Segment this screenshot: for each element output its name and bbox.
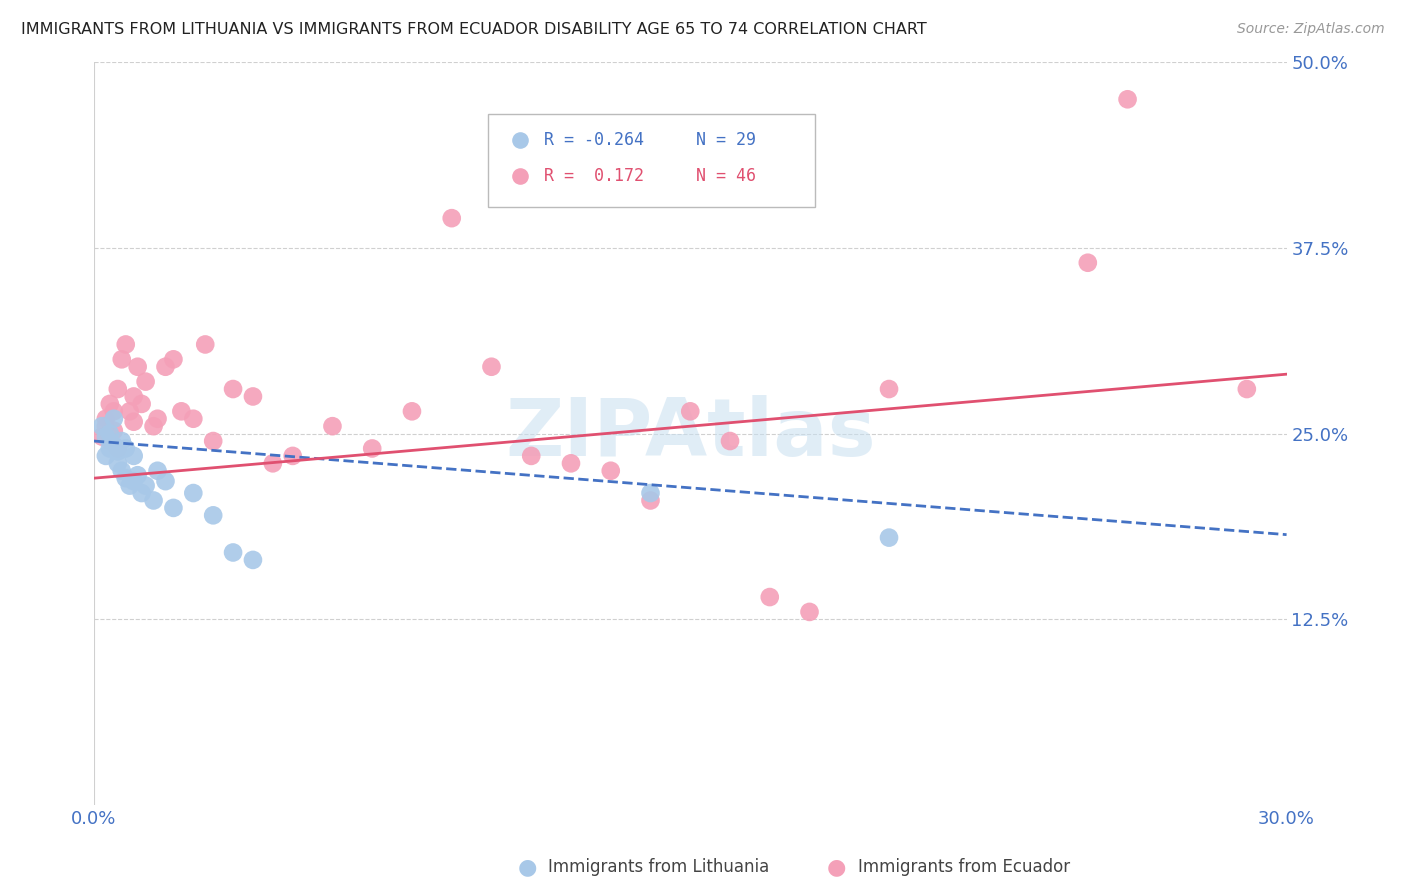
Point bbox=[103, 404, 125, 418]
Text: ZIPAtlas: ZIPAtlas bbox=[505, 394, 876, 473]
Point bbox=[799, 605, 821, 619]
Point bbox=[877, 531, 900, 545]
Point bbox=[155, 359, 177, 374]
Point bbox=[111, 464, 134, 478]
Point bbox=[1077, 256, 1099, 270]
Text: Immigrants from Lithuania: Immigrants from Lithuania bbox=[548, 858, 769, 876]
Point bbox=[281, 449, 304, 463]
Text: R =  0.172: R = 0.172 bbox=[544, 167, 644, 185]
Text: R = -0.264: R = -0.264 bbox=[544, 131, 644, 149]
Point bbox=[155, 474, 177, 488]
Point bbox=[103, 411, 125, 425]
Point bbox=[242, 389, 264, 403]
Text: ●: ● bbox=[827, 857, 846, 877]
Text: Immigrants from Ecuador: Immigrants from Ecuador bbox=[858, 858, 1070, 876]
Point bbox=[94, 429, 117, 443]
Point bbox=[114, 442, 136, 456]
Point bbox=[98, 442, 121, 456]
Point bbox=[98, 434, 121, 448]
Point bbox=[170, 404, 193, 418]
Point bbox=[162, 352, 184, 367]
Point bbox=[94, 411, 117, 425]
Point bbox=[560, 456, 582, 470]
Point bbox=[718, 434, 741, 448]
Point bbox=[127, 468, 149, 483]
Point bbox=[599, 464, 621, 478]
Point bbox=[122, 474, 145, 488]
Point bbox=[242, 553, 264, 567]
Point bbox=[877, 382, 900, 396]
Point bbox=[90, 429, 112, 443]
Text: ●: ● bbox=[517, 857, 537, 877]
Point bbox=[107, 456, 129, 470]
Point bbox=[122, 449, 145, 463]
Point bbox=[94, 419, 117, 434]
Point bbox=[142, 419, 165, 434]
Point bbox=[262, 456, 284, 470]
Point bbox=[181, 486, 204, 500]
Point bbox=[107, 442, 129, 456]
Point bbox=[114, 471, 136, 485]
Point bbox=[94, 449, 117, 463]
Point bbox=[107, 382, 129, 396]
Point bbox=[440, 211, 463, 226]
Point bbox=[146, 464, 169, 478]
Text: N = 29: N = 29 bbox=[696, 131, 756, 149]
Point bbox=[142, 493, 165, 508]
Point bbox=[640, 493, 662, 508]
Point bbox=[202, 508, 225, 523]
Point bbox=[361, 442, 384, 456]
Point bbox=[103, 438, 125, 452]
Point bbox=[401, 404, 423, 418]
Point bbox=[118, 478, 141, 492]
Point bbox=[135, 375, 157, 389]
Point bbox=[520, 449, 543, 463]
Point bbox=[146, 411, 169, 425]
Point bbox=[114, 337, 136, 351]
Point bbox=[181, 411, 204, 425]
Point bbox=[135, 478, 157, 492]
Point bbox=[222, 382, 245, 396]
Point bbox=[90, 419, 112, 434]
Point bbox=[127, 359, 149, 374]
Point bbox=[202, 434, 225, 448]
Point bbox=[118, 404, 141, 418]
Point bbox=[321, 419, 343, 434]
Point bbox=[111, 352, 134, 367]
Point bbox=[222, 545, 245, 559]
Point bbox=[131, 486, 153, 500]
Point bbox=[122, 415, 145, 429]
Point bbox=[111, 434, 134, 448]
Point bbox=[481, 359, 503, 374]
Point bbox=[103, 424, 125, 438]
Text: IMMIGRANTS FROM LITHUANIA VS IMMIGRANTS FROM ECUADOR DISABILITY AGE 65 TO 74 COR: IMMIGRANTS FROM LITHUANIA VS IMMIGRANTS … bbox=[21, 22, 927, 37]
Point bbox=[1236, 382, 1258, 396]
Point bbox=[758, 590, 780, 604]
Point bbox=[1116, 92, 1139, 106]
Point bbox=[122, 389, 145, 403]
Point bbox=[640, 486, 662, 500]
Point bbox=[194, 337, 217, 351]
Point bbox=[107, 444, 129, 458]
Text: Source: ZipAtlas.com: Source: ZipAtlas.com bbox=[1237, 22, 1385, 37]
Point bbox=[679, 404, 702, 418]
Point bbox=[98, 426, 121, 441]
Point bbox=[162, 500, 184, 515]
Point bbox=[98, 397, 121, 411]
Point bbox=[131, 397, 153, 411]
Text: N = 46: N = 46 bbox=[696, 167, 756, 185]
FancyBboxPatch shape bbox=[488, 114, 815, 207]
